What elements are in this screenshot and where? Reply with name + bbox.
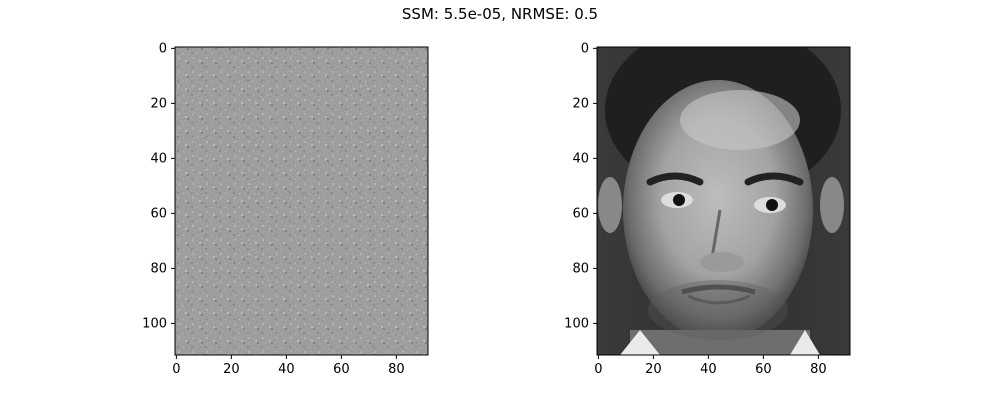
x-tick-label: 40 (278, 362, 295, 377)
y-tick-label: 100 (142, 316, 167, 331)
x-tick-label: 60 (333, 362, 350, 377)
y-tick-label: 0 (159, 41, 167, 56)
x-tick-label: 60 (755, 362, 772, 377)
right-panel: 0 20 40 60 80 0 20 40 60 80 100 (564, 41, 851, 377)
y-tick-label: 0 (581, 41, 589, 56)
right-axes-frame (596, 46, 851, 356)
y-tick-label: 40 (150, 151, 167, 166)
left-ticks: 0 20 40 60 80 0 20 40 60 80 100 (142, 41, 404, 377)
left-panel: 0 20 40 60 80 0 20 40 60 80 100 (142, 41, 429, 377)
x-tick-label: 20 (645, 362, 662, 377)
x-tick-label: 80 (388, 362, 405, 377)
y-tick-label: 80 (150, 261, 167, 276)
x-tick-label: 0 (172, 362, 180, 377)
y-tick-label: 20 (572, 96, 589, 111)
right-ticks: 0 20 40 60 80 0 20 40 60 80 100 (564, 41, 826, 377)
y-tick-label: 40 (572, 151, 589, 166)
x-tick-label: 40 (700, 362, 717, 377)
noise-image (175, 47, 428, 355)
x-tick-label: 20 (223, 362, 240, 377)
y-tick-label: 60 (150, 206, 167, 221)
left-axes-frame (174, 46, 429, 356)
figure-title: SSM: 5.5e-05, NRMSE: 0.5 (401, 5, 599, 23)
x-tick-label: 80 (810, 362, 827, 377)
y-tick-label: 60 (572, 206, 589, 221)
y-tick-label: 100 (564, 316, 589, 331)
y-tick-label: 20 (150, 96, 167, 111)
face-image (597, 47, 850, 355)
x-tick-label: 0 (594, 362, 602, 377)
y-tick-label: 80 (572, 261, 589, 276)
